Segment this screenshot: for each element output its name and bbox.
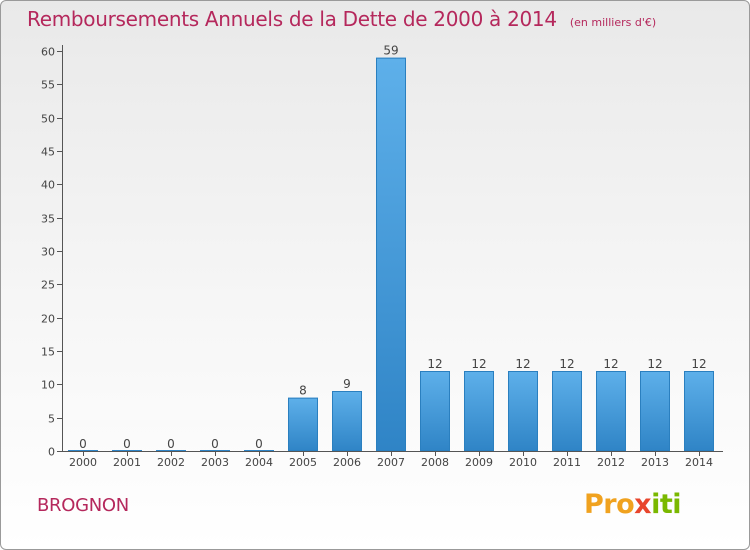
x-tick-label: 2011 (553, 456, 581, 469)
y-tick-label: 55 (41, 79, 55, 92)
x-tick-label: 2006 (333, 456, 361, 469)
data-label: 0 (79, 437, 87, 451)
x-tick-label: 2000 (69, 456, 97, 469)
data-label: 0 (167, 437, 175, 451)
data-label: 12 (691, 357, 706, 371)
bar (684, 371, 714, 451)
y-tick-label: 25 (41, 279, 55, 292)
logo-part-iti: iti (651, 489, 681, 520)
bar (420, 371, 450, 451)
y-tick-label: 10 (41, 379, 55, 392)
x-tick-label: 2003 (201, 456, 229, 469)
x-tick-label: 2008 (421, 456, 449, 469)
bar (596, 371, 626, 451)
bar-outline (684, 371, 714, 451)
y-tick-label: 35 (41, 213, 55, 226)
y-tick-label: 45 (41, 146, 55, 159)
bar (68, 450, 98, 451)
data-label: 12 (647, 357, 662, 371)
logo-part-pro: Pro (584, 489, 635, 520)
proxiti-logo: Proxiti (584, 489, 681, 520)
y-tick-label: 60 (41, 46, 55, 59)
data-label: 59 (383, 44, 398, 58)
x-tick-label: 2014 (685, 456, 713, 469)
y-tick-label: 0 (48, 446, 55, 459)
x-tick-label: 2009 (465, 456, 493, 469)
data-label: 12 (471, 357, 486, 371)
bar (156, 450, 186, 451)
labels: 2000 0 2001 0 2002 0 2003 0 2004 0 2005 8 2006 9 2007 5… (69, 44, 713, 469)
bar (288, 397, 318, 451)
bar (464, 371, 494, 451)
bar-outline (332, 391, 362, 451)
bar-outline (640, 371, 670, 451)
title-row: Remboursements Annuels de la Dette de 20… (27, 7, 656, 31)
bar (376, 57, 406, 452)
x-tick-label: 2001 (113, 456, 141, 469)
bar (332, 391, 362, 451)
data-label: 0 (123, 437, 131, 451)
chart-title: Remboursements Annuels de la Dette de 20… (27, 7, 557, 31)
y-tick-label: 30 (41, 246, 55, 259)
x-tick-label: 2012 (597, 456, 625, 469)
bar (552, 371, 582, 451)
bar-outline (552, 371, 582, 451)
bars (68, 57, 714, 452)
bar-outline (508, 371, 538, 451)
bar (508, 371, 538, 451)
axes: 0 5 10 15 20 25 30 35 40 45 50 55 60 (41, 45, 723, 459)
x-tick-label: 2002 (157, 456, 185, 469)
x-tick-label: 2007 (377, 456, 405, 469)
y-tick-label: 15 (41, 346, 55, 359)
chart-unit: (en milliers d'€) (569, 16, 657, 29)
data-label: 8 (299, 384, 307, 398)
bar-outline (288, 397, 318, 451)
bar (200, 450, 230, 451)
y-tick-label: 50 (41, 113, 55, 126)
bar-outline (420, 371, 450, 451)
data-label: 12 (559, 357, 574, 371)
bar (640, 371, 670, 451)
data-label: 12 (515, 357, 530, 371)
commune-name: BROGNON (37, 495, 129, 516)
data-label: 0 (211, 437, 219, 451)
x-tick-label: 2013 (641, 456, 669, 469)
bar-outline (464, 371, 494, 451)
data-label: 12 (603, 357, 618, 371)
data-label: 12 (427, 357, 442, 371)
y-tick-label: 5 (48, 413, 55, 426)
y-tick-label: 40 (41, 179, 55, 192)
y-tick-label: 20 (41, 313, 55, 326)
x-tick-label: 2010 (509, 456, 537, 469)
logo-part-x: x (634, 489, 652, 520)
data-label: 9 (343, 377, 351, 391)
bar-outline (376, 57, 406, 452)
bar-outline (596, 371, 626, 451)
bar (112, 450, 142, 451)
x-tick-label: 2005 (289, 456, 317, 469)
bar (244, 450, 274, 451)
data-label: 0 (255, 437, 263, 451)
x-tick-label: 2004 (245, 456, 273, 469)
